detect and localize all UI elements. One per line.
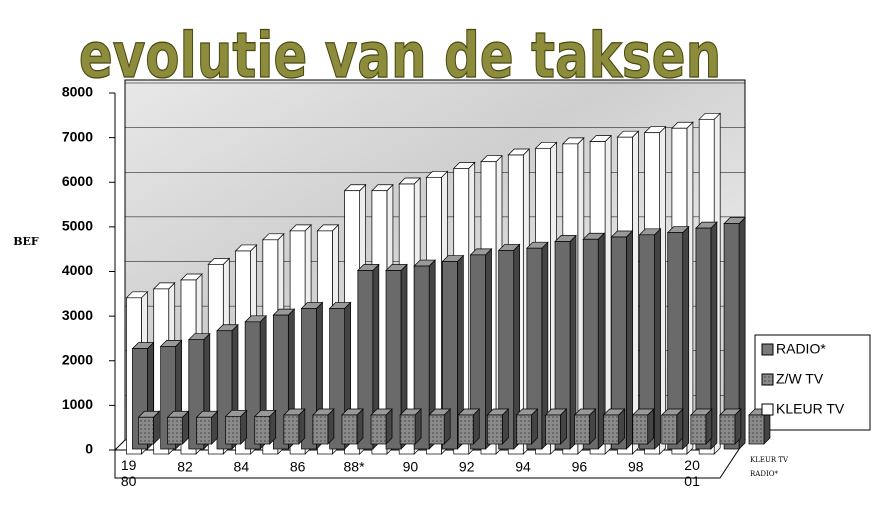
bar-side — [682, 225, 690, 450]
bar — [603, 414, 619, 445]
y-axis-label: BEF — [13, 235, 39, 248]
bar-side — [654, 227, 661, 450]
legend-label: RADIO* — [776, 341, 826, 357]
x-tick-label: 92 — [459, 459, 475, 475]
bar — [695, 227, 712, 450]
y-tick-label: 5000 — [62, 218, 93, 234]
bar — [254, 415, 271, 445]
bar-side — [604, 134, 612, 455]
bar — [225, 415, 242, 445]
bar — [526, 247, 543, 450]
legend-label: KLEUR TV — [776, 401, 845, 417]
bar — [283, 414, 300, 445]
bar — [748, 414, 765, 445]
y-tick-label: 3000 — [62, 307, 93, 323]
bar — [574, 414, 590, 445]
depth-label: KLEUR TV — [750, 456, 789, 464]
legend-swatch — [761, 343, 774, 356]
bar — [611, 236, 627, 450]
depth-label: RADIO* — [750, 470, 778, 478]
x-tick-label: 19 80 — [121, 457, 137, 489]
y-tick-label: 4000 — [62, 262, 93, 278]
bar — [138, 416, 154, 445]
bar — [639, 234, 655, 450]
x-tick-label: 88* — [344, 459, 366, 475]
bar-side — [626, 230, 633, 450]
bar — [723, 223, 740, 450]
bar — [196, 416, 212, 445]
bar — [582, 238, 599, 450]
x-tick-label: 86 — [290, 459, 306, 475]
bar — [442, 261, 458, 450]
y-tick-label: 1000 — [62, 396, 93, 412]
x-tick-label: 20 01 — [684, 457, 700, 489]
legend — [754, 334, 871, 431]
legend-swatch — [761, 373, 774, 386]
bar — [690, 414, 707, 445]
y-tick-label: 2000 — [62, 351, 93, 367]
y-tick-label: 0 — [85, 441, 93, 457]
x-tick-label: 98 — [628, 459, 644, 475]
x-tick-label: 90 — [403, 459, 419, 475]
bar — [385, 270, 402, 450]
legend-label: Z/W TV — [776, 371, 824, 387]
bar — [167, 416, 183, 445]
x-tick-label: 82 — [177, 459, 193, 475]
x-tick-label: 96 — [572, 459, 588, 475]
chart-title: evolutie van de taksen — [79, 20, 721, 93]
bar — [554, 241, 571, 450]
bar — [341, 414, 358, 445]
y-tick-label: 7000 — [62, 128, 93, 144]
bar — [516, 414, 532, 445]
legend-swatch — [761, 403, 774, 416]
bar — [413, 265, 430, 450]
bar — [470, 254, 486, 450]
bar-side — [632, 130, 639, 455]
y-tick-label: 8000 — [62, 84, 93, 100]
bar — [545, 414, 561, 445]
x-tick-label: 94 — [515, 459, 531, 475]
bar — [312, 414, 329, 445]
bar — [399, 414, 416, 445]
bar — [357, 270, 374, 450]
bar — [428, 414, 445, 445]
bar — [661, 414, 678, 445]
bar — [457, 414, 474, 445]
bar — [301, 308, 317, 450]
bar — [719, 414, 736, 445]
x-tick-label: 84 — [234, 459, 250, 475]
bar — [632, 414, 649, 445]
y-tick-label: 6000 — [62, 173, 93, 189]
bar — [667, 232, 684, 450]
bar — [498, 250, 515, 450]
bar — [370, 414, 387, 445]
bar — [486, 414, 503, 445]
